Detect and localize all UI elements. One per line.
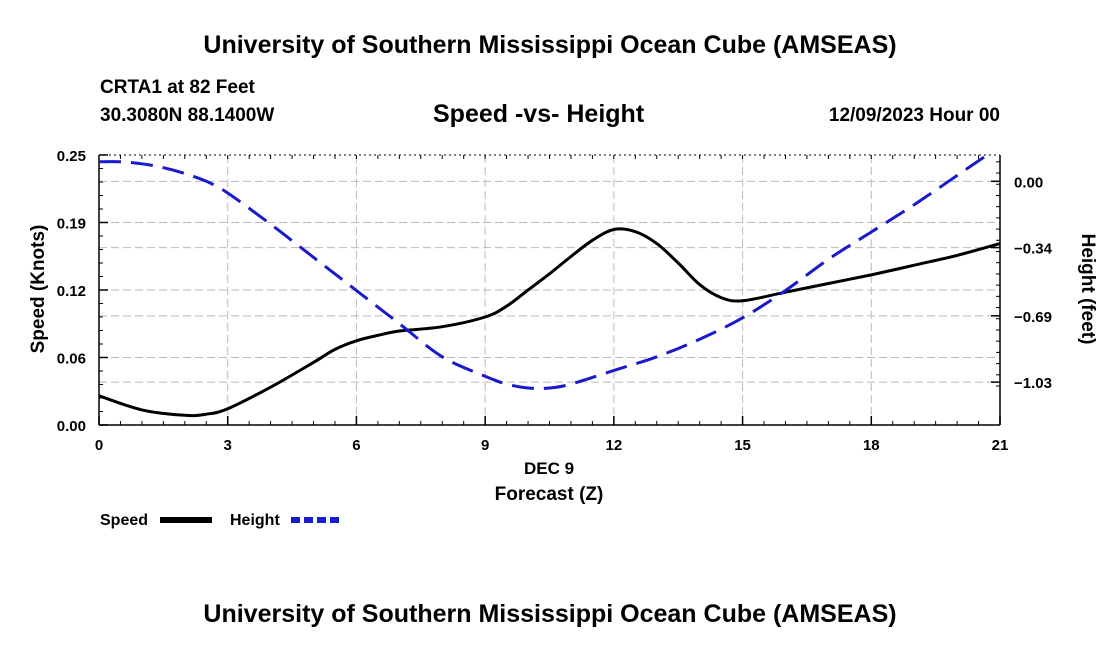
y-left-tick-label: 0.06 [57,351,86,368]
x-tick-label: 12 [606,437,623,454]
x-tick-label: 18 [863,437,880,454]
y-right-tick-label: −0.69 [1014,309,1052,326]
legend-speed-label: Speed [100,512,148,529]
x-tick-label: 15 [734,437,751,454]
chart-subtitle: Speed -vs- Height [433,100,645,128]
station-label: CRTA1 at 82 Feet [100,77,255,98]
y-left-tick-label: 0.00 [57,418,86,435]
forecast-datetime: 12/09/2023 Hour 00 [828,105,1000,126]
x-tick-label: 0 [95,437,103,454]
legend-height-label: Height [230,512,280,529]
y-axis-right-label: Height (feet) [1077,234,1098,345]
station-coords: 30.3080N 88.1400W [100,105,275,126]
axis-labels: DEC 9 Forecast (Z) Speed (Knots) Height … [28,225,1098,505]
y-left-tick-label: 0.19 [57,216,86,233]
footer-title: University of Southern Mississippi Ocean… [203,600,897,628]
y-axis-left-label: Speed (Knots) [28,225,49,354]
x-axis-date-label: DEC 9 [524,459,574,478]
x-tick-label: 3 [224,437,232,454]
y-left-tick-label: 0.25 [57,148,86,165]
height-series-line [99,153,993,390]
series-layer [99,153,1000,418]
x-tick-label: 9 [481,437,489,454]
x-tick-label: 6 [352,437,360,454]
y-right-tick-label: 0.00 [1014,174,1043,191]
y-left-tick-label: 0.12 [57,283,86,300]
y-right-tick-label: −0.34 [1014,241,1053,258]
x-tick-label: 21 [992,437,1009,454]
legend: Speed Height [100,512,343,529]
grid [99,155,1000,425]
chart-title: University of Southern Mississippi Ocean… [203,31,897,59]
y-right-tick-label: −1.03 [1014,375,1052,392]
x-axis-label: Forecast (Z) [495,484,604,505]
axes: 0 3 6 9 12 15 18 21 0.00 0.06 0.12 0.19 0.25 0.00 −0.3… [57,148,1053,454]
